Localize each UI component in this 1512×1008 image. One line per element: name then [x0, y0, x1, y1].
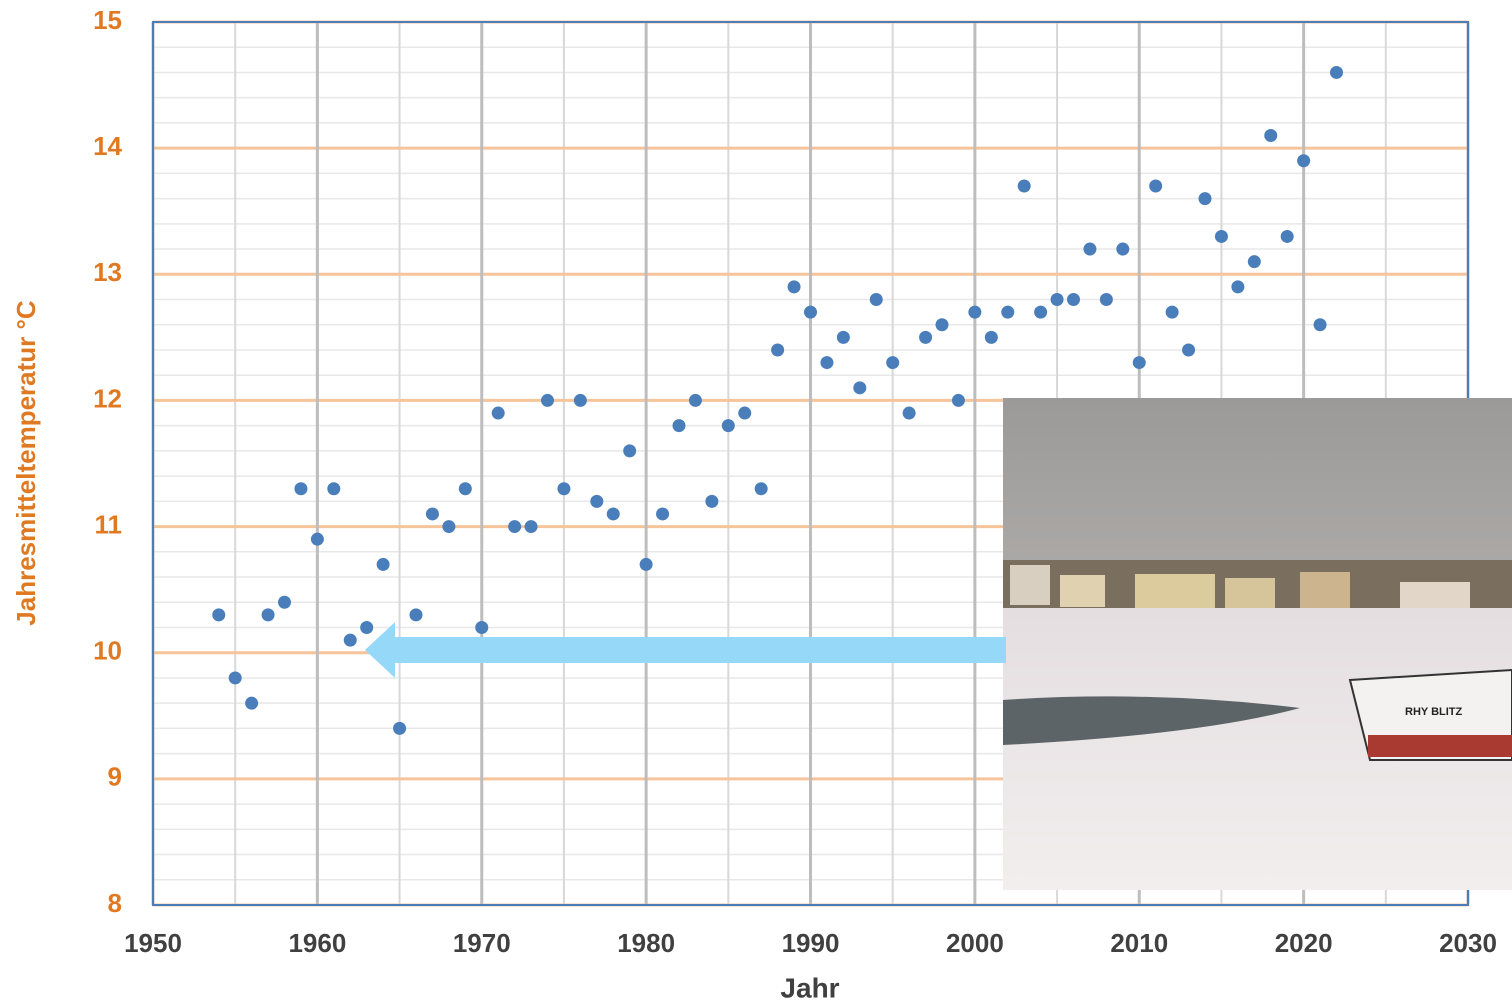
- point: [1067, 293, 1080, 307]
- point: [294, 482, 308, 496]
- point: [1297, 154, 1311, 168]
- point: [541, 393, 554, 407]
- point: [1264, 129, 1278, 143]
- point: [310, 532, 324, 546]
- point: [656, 507, 670, 521]
- point: [245, 696, 259, 710]
- point: [804, 305, 817, 319]
- point: [1132, 356, 1146, 370]
- point: [1149, 179, 1163, 193]
- point: [590, 494, 604, 508]
- point: [1116, 242, 1130, 256]
- point: [557, 482, 571, 496]
- x-tick-label: 1980: [617, 928, 675, 958]
- point: [853, 381, 867, 395]
- point: [688, 393, 702, 407]
- point: [458, 482, 472, 496]
- point: [425, 507, 439, 521]
- point: [376, 557, 390, 571]
- point: [1198, 192, 1212, 206]
- point: [886, 356, 900, 370]
- x-tick-label: 1990: [782, 928, 840, 958]
- x-tick-label: 1970: [453, 928, 511, 958]
- point: [573, 393, 587, 407]
- point: [1017, 179, 1031, 193]
- y-tick-label: 9: [108, 762, 122, 792]
- y-tick-label: 11: [95, 509, 123, 539]
- point: [1001, 305, 1015, 319]
- point: [1231, 280, 1245, 294]
- point: [1214, 229, 1228, 243]
- x-tick-label: 2030: [1439, 928, 1497, 958]
- point: [968, 305, 982, 319]
- point: [327, 482, 341, 496]
- y-tick-label: 14: [93, 131, 122, 161]
- point: [935, 318, 949, 332]
- point: [1099, 293, 1113, 307]
- point: [951, 393, 965, 407]
- point: [639, 557, 653, 571]
- point: [212, 608, 226, 622]
- point: [869, 293, 883, 307]
- x-tick-label: 2010: [1110, 928, 1168, 958]
- point: [672, 419, 686, 433]
- arrow: [365, 622, 1006, 678]
- point: [738, 406, 752, 420]
- point: [1050, 293, 1064, 307]
- point: [820, 356, 834, 370]
- photo: RHY BLITZ: [1003, 398, 1512, 890]
- point: [902, 406, 916, 420]
- point: [261, 608, 275, 622]
- point: [278, 595, 291, 609]
- point: [836, 330, 850, 344]
- point: [721, 419, 735, 433]
- y-tick-label: 8: [108, 888, 122, 918]
- point: [442, 520, 456, 534]
- point: [606, 507, 620, 521]
- x-tick-label: 1960: [288, 928, 346, 958]
- y-tick-label: 10: [93, 636, 122, 666]
- y-tick-label: 12: [93, 383, 122, 413]
- point: [1280, 229, 1294, 243]
- point: [1083, 242, 1097, 256]
- point: [228, 671, 242, 685]
- point: [475, 620, 489, 634]
- point: [705, 494, 719, 508]
- point: [1247, 255, 1261, 269]
- point: [984, 330, 998, 344]
- point: [1182, 343, 1196, 357]
- point: [1165, 305, 1179, 319]
- point: [343, 633, 357, 647]
- point: [524, 520, 538, 534]
- point: [1034, 305, 1048, 319]
- point: [754, 482, 768, 496]
- svg-text:RHY BLITZ: RHY BLITZ: [1405, 706, 1463, 718]
- point: [787, 280, 801, 294]
- point: [409, 608, 423, 622]
- point: [491, 406, 505, 420]
- x-axis-title: Jahr: [780, 972, 839, 1003]
- point: [623, 444, 637, 458]
- point: [1313, 318, 1327, 332]
- y-tick-label: 13: [93, 257, 122, 287]
- point: [1330, 65, 1343, 79]
- y-tick-label: 15: [93, 5, 122, 35]
- x-tick-label: 2020: [1275, 928, 1333, 958]
- point: [919, 330, 933, 344]
- x-tick-label: 1950: [124, 928, 182, 958]
- point: [393, 721, 407, 735]
- point: [508, 520, 522, 534]
- x-tick-label: 2000: [946, 928, 1004, 958]
- y-axis-title: Jahresmitteltemperatur °C: [11, 300, 41, 626]
- point: [771, 343, 785, 357]
- point: [360, 620, 374, 634]
